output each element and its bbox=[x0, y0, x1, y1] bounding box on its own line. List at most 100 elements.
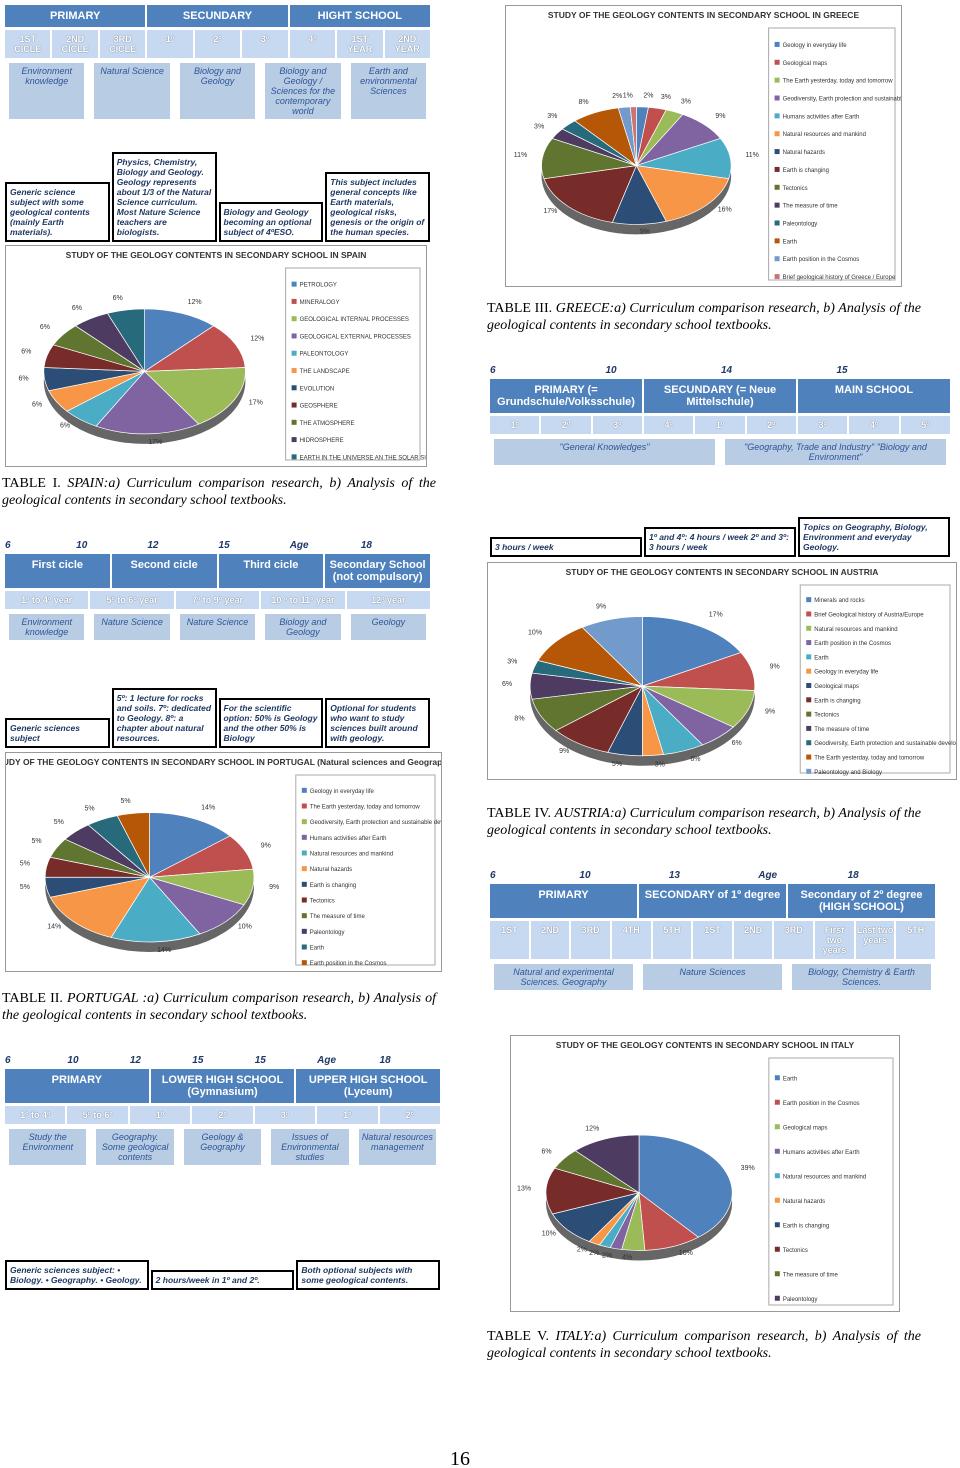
legend-swatch bbox=[774, 1148, 780, 1154]
slice-value-label: 5% bbox=[54, 819, 64, 826]
slice-value-label: 8% bbox=[514, 716, 524, 723]
legend-swatch bbox=[291, 333, 297, 339]
caption-text: GREECE:a) Curriculum comparison research… bbox=[487, 301, 922, 333]
slice-value-label: 9% bbox=[770, 663, 780, 670]
slice-value-label: 11% bbox=[514, 152, 528, 159]
sub-row: 1º to 4º 5º to 6º 1º 2º 3º 1º 2º bbox=[5, 1106, 440, 1124]
pie-slice bbox=[574, 1134, 640, 1194]
table-caption: TABLE III. GREECE:a) Curriculum comparis… bbox=[487, 300, 921, 334]
year-label: 1º to 4º year bbox=[5, 591, 89, 609]
legend-swatch bbox=[301, 803, 307, 809]
pie-slice bbox=[581, 616, 643, 687]
legend-frame bbox=[768, 1057, 894, 1306]
slice-value-label: 12% bbox=[585, 1125, 599, 1132]
pie-slice bbox=[143, 367, 246, 425]
legend-label: Earth position in the Cosmos bbox=[783, 1101, 860, 1107]
ages-row: 6 10 12 15 15 Age 18 bbox=[5, 1055, 440, 1066]
year-label: 3º bbox=[797, 416, 848, 434]
legend-swatch bbox=[774, 166, 780, 172]
year-label: 3º bbox=[254, 1106, 316, 1124]
legend-label: EVOLUTION bbox=[300, 386, 335, 392]
legend-label: Earth bbox=[814, 655, 828, 661]
slice-value-label: 10% bbox=[542, 1230, 556, 1237]
age-label: 18 bbox=[847, 870, 859, 881]
year-label: 4TH bbox=[611, 921, 651, 959]
year-label: 7º to 9º year bbox=[175, 591, 260, 609]
slice-value-label: 5% bbox=[84, 805, 94, 812]
legend-swatch bbox=[806, 640, 812, 646]
hdr-row: PRIMARY (= Grundschule/Volksschule) SECUN… bbox=[490, 379, 950, 413]
stage-header: LOWER HIGH SCHOOL (Gymnasium) bbox=[150, 1069, 295, 1103]
subject-box: Geology bbox=[350, 614, 427, 640]
legend-swatch bbox=[806, 625, 812, 631]
legend-swatch bbox=[774, 1295, 780, 1301]
age-label: 6 bbox=[5, 540, 11, 551]
stage-header: SECONDARY of 1º degree bbox=[639, 884, 786, 918]
year-label: 12º year bbox=[346, 591, 431, 609]
age-label: Age bbox=[317, 1055, 337, 1066]
legend-swatch bbox=[301, 897, 307, 903]
slice-value-label: 17% bbox=[543, 208, 557, 215]
caption-label: TABLE III. bbox=[487, 301, 553, 316]
pie-title: STUDY OF THE GEOLOGY CONTENTS IN SECONDA… bbox=[556, 1040, 855, 1050]
age-label: 10 bbox=[579, 870, 591, 881]
pie-chart: STUDY OF THE GEOLOGY CONTENTS IN SECONDA… bbox=[487, 562, 957, 780]
age-label: 18 bbox=[360, 540, 372, 551]
slice-value-label: 2% bbox=[577, 1246, 587, 1253]
legend-label: Geology in everyday life bbox=[310, 789, 375, 795]
subject-box: Natural and experimental Sciences. Geogr… bbox=[494, 964, 633, 990]
year-label: 10 º to 11º year bbox=[261, 591, 345, 609]
legend-swatch bbox=[774, 1197, 780, 1203]
year-label: First two years bbox=[815, 921, 854, 959]
legend-label: Natural hazards bbox=[783, 1199, 825, 1205]
subject-box: Natural resources management bbox=[358, 1129, 437, 1165]
legend-swatch bbox=[291, 385, 297, 391]
legend-swatch bbox=[806, 725, 812, 731]
subj-row: Environment knowledge Natural Science Biol… bbox=[5, 61, 430, 121]
slice-value-label: 5% bbox=[20, 861, 30, 868]
table-caption: TABLE I. SPAIN:a) Curriculum comparison … bbox=[2, 475, 436, 509]
slice-value-label: 2% bbox=[643, 93, 653, 100]
age-label: 10 bbox=[76, 540, 88, 551]
pie-slice bbox=[149, 812, 231, 878]
slice-value-label: 17% bbox=[249, 399, 263, 406]
pie-slice bbox=[144, 308, 215, 373]
legend-label: Earth position in the Cosmos bbox=[814, 641, 891, 647]
legend-swatch bbox=[806, 668, 812, 674]
year-label: 2º bbox=[541, 416, 591, 434]
subject-box: "General Knowledges" bbox=[494, 439, 715, 465]
subject-box: Biology and Geology bbox=[179, 63, 256, 119]
slice-value-label: 9% bbox=[715, 113, 725, 120]
slice-value-label: 10% bbox=[679, 1250, 693, 1257]
slice-value-label: 6% bbox=[690, 756, 700, 763]
sub-row: 1º 2º 3º 4º 1º 2º 3º 4º 5º bbox=[490, 416, 950, 434]
curriculum-schema: 6 10 12 15 Age 18 First cicle Second cicle Third… bbox=[5, 540, 431, 748]
year-label: 1º bbox=[129, 1106, 191, 1124]
subject-box: Geography. Some geological contents bbox=[96, 1129, 174, 1165]
slice-value-label: 4% bbox=[622, 1255, 632, 1262]
slice-value-label: 2% bbox=[602, 1253, 612, 1260]
legend-swatch bbox=[774, 95, 780, 101]
year-label: 3º bbox=[242, 30, 288, 58]
year-label: 2ND bbox=[530, 921, 570, 959]
stage-header: HIGHT SCHOOL bbox=[289, 5, 430, 27]
legend-swatch bbox=[301, 866, 307, 872]
legend-swatch bbox=[291, 281, 297, 287]
legend-label: Earth is changing bbox=[783, 168, 829, 174]
legend-label: Minerals and rocks bbox=[814, 598, 864, 604]
legend-label: Geological maps bbox=[814, 684, 859, 690]
note-box: 3 hours / week bbox=[490, 537, 642, 557]
stage-header: PRIMARY bbox=[5, 1069, 149, 1103]
slice-value-label: 17% bbox=[148, 439, 162, 446]
legend-frame bbox=[799, 584, 951, 774]
age-label: 10 bbox=[67, 1055, 79, 1066]
slice-value-label: 6% bbox=[113, 295, 123, 302]
subject-box: Nature Science bbox=[179, 614, 256, 640]
legend-swatch bbox=[301, 928, 307, 934]
legend-label: Earth bbox=[783, 239, 797, 245]
table-caption: TABLE IV. AUSTRIA:a) Curriculum comparis… bbox=[487, 805, 921, 839]
age-label: 15 bbox=[192, 1055, 204, 1066]
year-label: 2ND CICLE bbox=[52, 30, 98, 58]
subject-box: Biology and Geology bbox=[265, 614, 341, 640]
legend-label: PALEONTOLOGY bbox=[300, 352, 349, 358]
